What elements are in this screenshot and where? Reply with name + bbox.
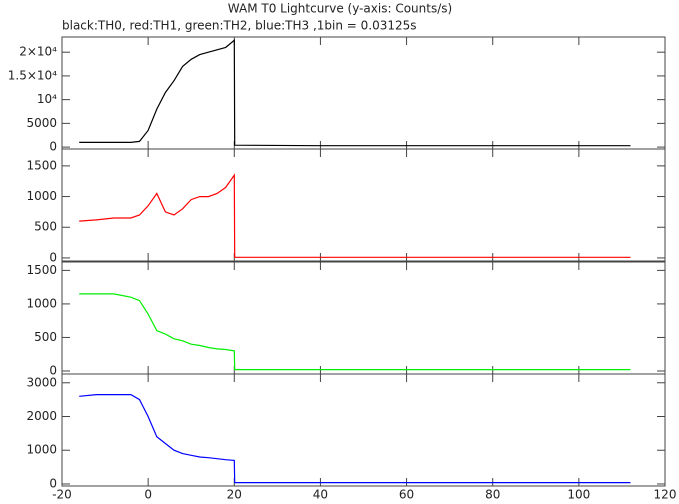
x-tick-label: 60 [399,488,414,502]
panel-frame [61,261,666,375]
y-tick-label: 1000 [26,296,57,310]
x-tick-label: 40 [313,488,328,502]
chart-subtitle: black:TH0, red:TH1, green:TH2, blue:TH3 … [62,19,417,33]
light-curve [79,293,631,371]
x-tick-label: 100 [567,488,590,502]
x-tick-label: 20 [227,488,242,502]
chart-title: WAM T0 Lightcurve (y-axis: Counts/s) [228,2,452,16]
light-curve [79,173,631,258]
panel-frame [61,373,666,487]
x-tick-label: 0 [144,488,152,502]
y-tick-label: 500 [34,330,57,344]
y-tick-label: 1500 [26,263,57,277]
y-tick-label: 10⁴ [37,92,57,106]
y-tick-label: 0 [49,250,57,264]
y-tick-label: 2×10⁴ [19,45,57,59]
y-tick-label: 0 [49,140,57,154]
panel-frame [61,148,666,262]
y-tick-label: 3000 [26,375,57,389]
y-tick-label: 0 [49,476,57,490]
light-curve [79,39,631,147]
y-tick-label: 1000 [26,443,57,457]
y-tick-label: 5000 [26,116,57,130]
y-tick-label: 1000 [26,189,57,203]
x-tick-label: -20 [52,488,72,502]
x-tick-label: 80 [485,488,500,502]
y-tick-label: 1500 [26,158,57,172]
light-curve [79,394,631,484]
x-tick-label: 120 [654,488,677,502]
y-tick-label: 2000 [26,409,57,423]
panel-frame [61,36,666,150]
y-tick-label: 0 [49,363,57,377]
y-tick-label: 500 [34,220,57,234]
y-tick-label: 1.5×10⁴ [8,68,57,82]
